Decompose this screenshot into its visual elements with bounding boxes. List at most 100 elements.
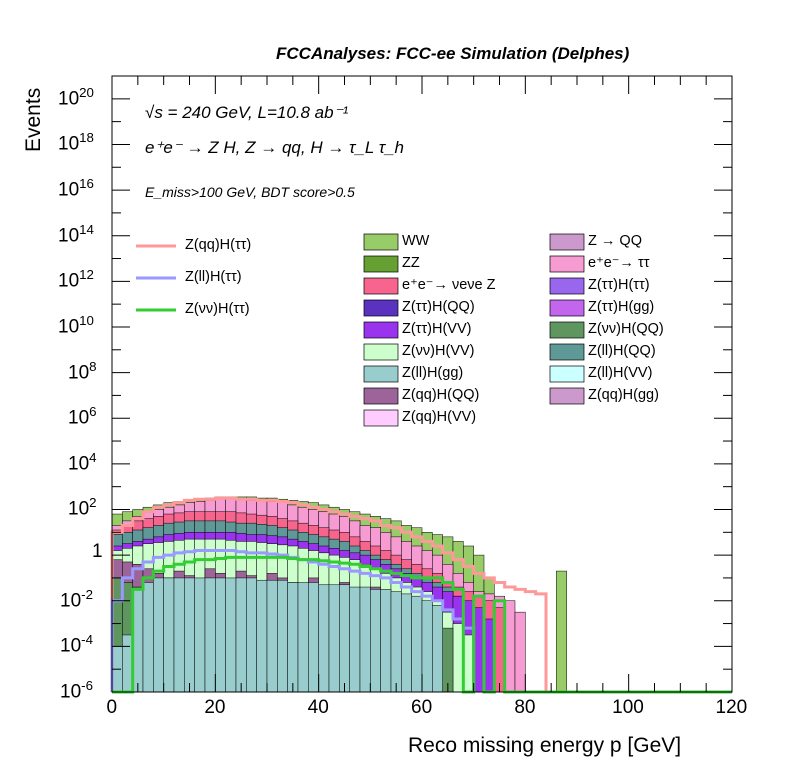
x-tick-label: 0 (106, 697, 118, 718)
legend-stack-entry: Z(ll)H(QQ) (588, 343, 656, 359)
y-tick-label: 106 (68, 404, 97, 429)
stack-bin (473, 607, 485, 693)
y-tick-label: 10-2 (60, 586, 93, 612)
stack-bin (463, 634, 474, 693)
legend-box-swatch (363, 365, 399, 383)
x-tick-label: 20 (204, 697, 226, 718)
legend-box-swatch (363, 255, 399, 273)
legend-signal-entry: Z(νν)H(ττ) (185, 301, 250, 317)
x-axis-label: Reco missing energy p [GeV] (408, 734, 682, 757)
legend-box-swatch (363, 321, 399, 339)
y-tick-label: 1014 (58, 221, 94, 247)
legend-stack-entry: e⁺e⁻→ νeνe Z (402, 277, 496, 293)
stack-bin (277, 579, 288, 693)
y-tick-label: 10-4 (60, 632, 93, 657)
stack-bin (442, 627, 454, 693)
stack-bin (132, 589, 144, 693)
x-tick-label: 80 (514, 697, 536, 718)
y-tick-label: 1010 (58, 312, 94, 338)
stack-bin (287, 582, 299, 693)
y-tick-label: 108 (68, 358, 97, 383)
stack-bin (142, 582, 154, 693)
stack-bin (401, 593, 412, 693)
signal-line (110, 496, 548, 692)
stack-bin (328, 584, 340, 693)
legend-stack-entry: Z(qq)H(QQ) (402, 387, 480, 403)
stack-bin (246, 577, 257, 693)
axis-ticks-layer (111, 75, 733, 693)
y-tick-label: 1012 (58, 267, 94, 292)
legend-box-swatch (363, 387, 399, 405)
legend-stack-entry: Z(qq)H(gg) (588, 387, 659, 403)
y-tick-label: 10-6 (60, 678, 93, 703)
stack-bin (194, 577, 206, 693)
legend-box-swatch (549, 321, 585, 339)
x-tick-label: 60 (411, 697, 433, 718)
stack-bin (380, 589, 392, 693)
stack-bin (297, 582, 309, 693)
stacked-background-layer (111, 496, 567, 693)
legend-stack-entry: Z(ll)H(gg) (402, 365, 464, 381)
legend-box-swatch (363, 233, 399, 251)
legend-stack-entry: Z(ττ)H(ττ) (588, 277, 650, 293)
legend-box-swatch (363, 343, 399, 361)
legend-stack-entry: Z(νν)H(VV) (402, 343, 475, 359)
stack-bin (359, 586, 371, 693)
y-axis-label: Events (22, 87, 45, 152)
stack-bin (421, 600, 433, 693)
legend-stack-entry: Z(ττ)H(VV) (402, 321, 472, 337)
legend-box-swatch (549, 343, 585, 361)
legend-swatches-layer (136, 233, 585, 427)
y-tick-label: 1018 (58, 130, 94, 155)
legend-box-swatch (549, 387, 585, 405)
process-annotation: e⁺e⁻ → Z H, Z → qq, H → τ_L τ_h (145, 138, 404, 157)
energy-luminosity-annotation: √s = 240 GeV, L=10.8 ab⁻¹ (145, 103, 349, 122)
stack-bin (504, 600, 516, 693)
legend-signal-entry: Z(ll)H(ττ) (185, 269, 242, 285)
stack-bin (556, 570, 567, 693)
y-tick-label: 1020 (58, 84, 94, 110)
stack-bin (225, 577, 237, 693)
stack-bin (173, 577, 185, 693)
stack-bin (308, 582, 319, 693)
legend-signal-entry: Z(qq)H(ττ) (185, 237, 252, 253)
legend-stack-entry: ZZ (402, 255, 420, 271)
stack-bin (235, 577, 247, 693)
x-tick-label: 40 (307, 697, 329, 718)
legend-box-swatch (363, 277, 399, 295)
legend-box-swatch (549, 365, 585, 383)
legend-stack-entry: e⁺e⁻→ ττ (588, 255, 650, 271)
legend-stack-entry: Z(νν)H(QQ) (588, 321, 664, 337)
stack-bin (349, 586, 361, 693)
stack-bin (318, 584, 330, 693)
stack-bin (256, 579, 268, 693)
legend-stack-entry: Z → QQ (588, 233, 642, 249)
legend-stack-entry: Z(qq)H(VV) (402, 409, 477, 425)
stack-bin (153, 577, 164, 693)
stack-bin (452, 623, 464, 693)
y-tick-label: 1016 (58, 176, 94, 201)
x-tick-label: 120 (715, 697, 748, 718)
legend-box-swatch (549, 299, 585, 317)
x-tick-label: 100 (612, 697, 644, 718)
legend-stack-entry: Z(ττ)H(QQ) (402, 299, 475, 315)
chart-title: FCCAnalyses: FCC-ee Simulation (Delphes) (276, 44, 630, 63)
legend-box-swatch (363, 409, 399, 427)
stack-bin (122, 634, 133, 693)
y-tick-label: 1 (92, 541, 103, 563)
stack-bin (215, 577, 226, 693)
selection-annotation: E_miss>100 GeV, BDT score>0.5 (145, 184, 355, 200)
legend-box-swatch (549, 255, 585, 273)
stack-bin (204, 577, 216, 693)
stack-bin (370, 589, 381, 693)
stack-bin (184, 577, 195, 693)
y-tick-label: 102 (68, 495, 97, 520)
legend-box-swatch (363, 299, 399, 317)
legend-stack-entry: Z(ττ)H(gg) (588, 299, 655, 315)
stack-bin (514, 611, 526, 693)
stack-bin (432, 605, 443, 693)
stack-bin (494, 607, 505, 693)
stack-bin (163, 577, 175, 693)
y-tick-label: 104 (68, 449, 97, 475)
